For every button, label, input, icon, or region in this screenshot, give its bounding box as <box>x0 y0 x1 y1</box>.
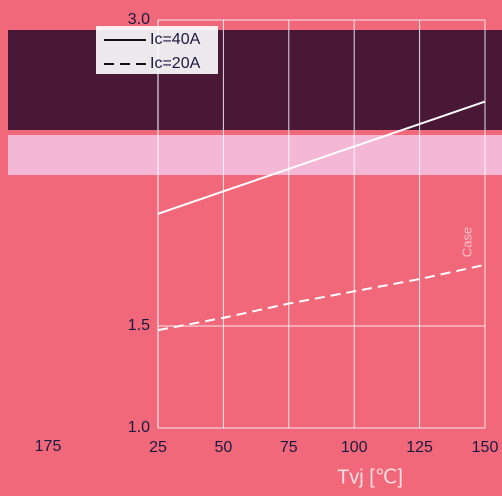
x-tick-label: 100 <box>341 439 368 456</box>
chart: 175 Case Tvj [℃] 1.0 1.5 3.0 25 50 75 100 125 15… <box>0 0 502 496</box>
x-tick-label: 25 <box>149 439 167 456</box>
annotation: Case <box>459 227 474 257</box>
x-tick-label: 75 <box>280 439 298 456</box>
y-tick-label: 1.5 <box>128 317 150 334</box>
legend-label: Ic=20A <box>150 55 201 72</box>
y-tick-label: 1.0 <box>128 419 150 436</box>
glitch-band <box>8 30 502 130</box>
x-tick-label: 125 <box>406 439 433 456</box>
y-tick-label: 3.0 <box>128 11 150 28</box>
annotation: 175 <box>35 438 62 455</box>
legend-label: Ic=40A <box>150 31 201 48</box>
x-tick-label: 150 <box>472 439 499 456</box>
x-axis-label: Tvj [℃] <box>337 466 403 488</box>
x-tick-label: 50 <box>215 439 233 456</box>
glitch-band <box>8 135 502 175</box>
